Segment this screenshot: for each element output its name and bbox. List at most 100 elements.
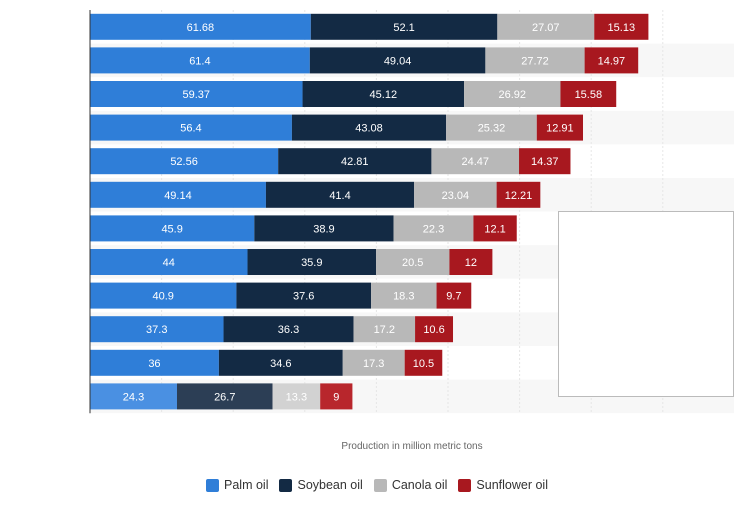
bar-canola-oil[interactable] (272, 383, 321, 410)
data-label-palm-oil: 44 (163, 257, 175, 269)
bar-soybean-oil[interactable] (291, 114, 447, 141)
bar-palm-oil[interactable] (90, 148, 279, 175)
bar-sunflower-oil[interactable] (584, 47, 639, 74)
legend-label: Canola oil (391, 478, 448, 492)
bar-sunflower-oil[interactable] (415, 316, 454, 343)
bar-canola-oil[interactable] (353, 316, 416, 343)
data-label-soybean-oil: 49.04 (384, 55, 412, 67)
bar-soybean-oil[interactable] (309, 47, 486, 74)
data-label-canola-oil: 22.3 (423, 223, 444, 235)
data-label-soybean-oil: 43.08 (355, 123, 383, 135)
bar-canola-oil[interactable] (342, 349, 405, 376)
legend-item-palm-oil[interactable]: Palm oil (206, 478, 268, 492)
bar-palm-oil[interactable] (90, 13, 311, 40)
bar-canola-oil[interactable] (414, 181, 497, 208)
bar-soybean-oil[interactable] (176, 383, 273, 410)
data-label-sunflower-oil: 10.6 (423, 324, 444, 336)
data-label-soybean-oil: 42.81 (341, 156, 369, 168)
data-label-palm-oil: 61.68 (187, 22, 215, 34)
bar-canola-oil[interactable] (431, 148, 520, 175)
bar-palm-oil[interactable] (90, 114, 292, 141)
bar-sunflower-oil[interactable] (594, 13, 649, 40)
data-label-canola-oil: 23.04 (442, 190, 470, 202)
bar-sunflower-oil[interactable] (473, 215, 517, 242)
data-label-sunflower-oil: 10.5 (413, 358, 434, 370)
data-label-sunflower-oil: 9 (333, 391, 339, 403)
bar-sunflower-oil[interactable] (404, 349, 443, 376)
legend-swatch (373, 478, 387, 492)
data-label-palm-oil: 24.3 (123, 391, 144, 403)
bar-palm-oil[interactable] (90, 181, 266, 208)
bar-soybean-oil[interactable] (247, 249, 377, 275)
bar-soybean-oil[interactable] (278, 148, 432, 175)
data-label-palm-oil: 56.4 (180, 123, 201, 135)
legend-label: Palm oil (224, 478, 269, 492)
bar-canola-oil[interactable] (497, 13, 595, 40)
legend: Palm oil Soybean oil Canola oil Sunflower o… (0, 478, 754, 492)
bar-palm-oil[interactable] (90, 81, 303, 107)
legend-label: Sunflower oil (476, 478, 548, 492)
bars: 61.68 52.1 27.07 15.13 61.4 49.04 27.72 14.97 59… (90, 13, 649, 410)
bar-soybean-oil[interactable] (218, 349, 343, 376)
legend-swatch (458, 478, 472, 492)
bar-canola-oil[interactable] (376, 249, 450, 275)
legend-label: Soybean oil (297, 478, 363, 492)
bar-soybean-oil[interactable] (302, 81, 465, 107)
legend-swatch (206, 478, 220, 492)
data-label-soybean-oil: 35.9 (301, 257, 322, 269)
bar-sunflower-oil[interactable] (436, 282, 472, 309)
bar-palm-oil[interactable] (90, 47, 310, 74)
data-label-soybean-oil: 52.1 (393, 22, 414, 34)
data-label-palm-oil: 61.4 (189, 55, 210, 67)
bar-sunflower-oil[interactable] (536, 114, 584, 141)
data-label-canola-oil: 25.32 (478, 123, 506, 135)
bar-canola-oil[interactable] (393, 215, 474, 242)
bar-canola-oil[interactable] (446, 114, 537, 141)
legend-swatch (279, 478, 293, 492)
data-label-sunflower-oil: 9.7 (446, 291, 461, 303)
data-label-palm-oil: 45.9 (161, 223, 182, 235)
data-label-sunflower-oil: 12 (465, 257, 477, 269)
bar-soybean-oil[interactable] (254, 215, 394, 242)
legend-item-canola-oil[interactable]: Canola oil (373, 478, 448, 492)
bar-palm-oil[interactable] (90, 316, 224, 343)
bar-sunflower-oil[interactable] (496, 181, 541, 208)
bar-palm-oil[interactable] (90, 249, 248, 275)
data-label-soybean-oil: 34.6 (270, 358, 291, 370)
bar-canola-oil[interactable] (464, 81, 561, 107)
bar-palm-oil[interactable] (90, 349, 219, 376)
bar-palm-oil[interactable] (90, 282, 237, 309)
bar-canola-oil[interactable] (485, 47, 585, 74)
data-label-canola-oil: 17.3 (363, 358, 384, 370)
data-label-canola-oil: 27.07 (532, 22, 560, 34)
data-label-sunflower-oil: 12.21 (505, 190, 533, 202)
bar-sunflower-oil[interactable] (519, 148, 571, 175)
data-label-sunflower-oil: 12.91 (546, 123, 574, 135)
data-label-palm-oil: 36 (148, 358, 160, 370)
data-label-palm-oil: 52.56 (170, 156, 198, 168)
data-label-palm-oil: 59.37 (183, 89, 211, 101)
legend-item-soybean-oil[interactable]: Soybean oil (279, 478, 363, 492)
bar-sunflower-oil[interactable] (449, 249, 493, 275)
bar-canola-oil[interactable] (371, 282, 437, 309)
bar-soybean-oil[interactable] (310, 13, 498, 40)
x-axis-title: Production in million metric tons (341, 441, 482, 452)
bar-sunflower-oil[interactable] (320, 383, 353, 410)
data-label-canola-oil: 24.47 (461, 156, 489, 168)
data-label-canola-oil: 17.2 (374, 324, 395, 336)
bar-palm-oil[interactable] (90, 383, 177, 410)
bar-soybean-oil[interactable] (236, 282, 372, 309)
data-label-soybean-oil: 38.9 (313, 223, 334, 235)
data-label-palm-oil: 37.3 (146, 324, 167, 336)
data-label-sunflower-oil: 14.97 (598, 55, 626, 67)
legend-item-sunflower-oil[interactable]: Sunflower oil (458, 478, 548, 492)
data-label-sunflower-oil: 15.13 (608, 22, 636, 34)
bar-palm-oil[interactable] (90, 215, 255, 242)
data-label-sunflower-oil: 12.1 (484, 223, 505, 235)
data-label-canola-oil: 13.3 (286, 391, 307, 403)
bar-soybean-oil[interactable] (223, 316, 354, 343)
bar-sunflower-oil[interactable] (560, 81, 617, 107)
data-label-palm-oil: 40.9 (153, 291, 174, 303)
bar-soybean-oil[interactable] (265, 181, 415, 208)
